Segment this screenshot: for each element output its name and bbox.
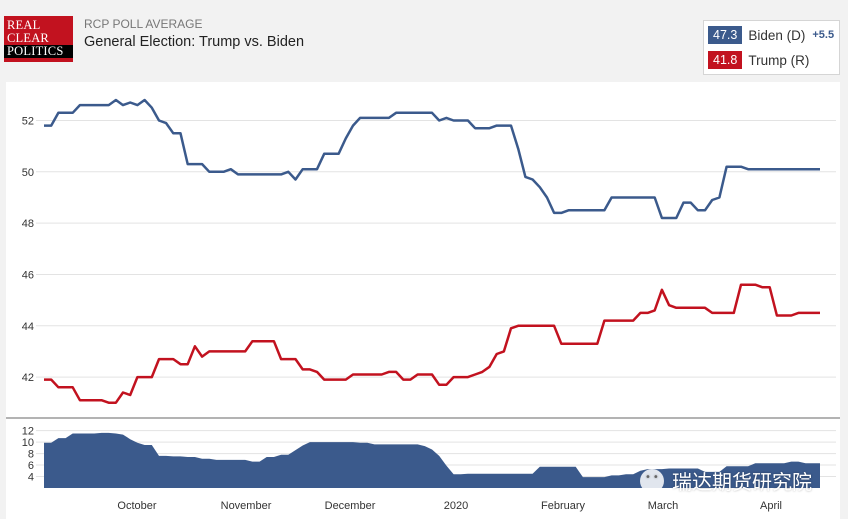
logo-line-3: Politics bbox=[4, 45, 73, 58]
watermark-text: 瑞达期货研究院 bbox=[672, 470, 812, 494]
biden-spread: +5.5 bbox=[812, 29, 835, 41]
spread-y-tick-label: 12 bbox=[22, 426, 34, 438]
trump-label: Trump (R) bbox=[748, 52, 810, 68]
y-tick-label: 46 bbox=[22, 269, 34, 281]
biden-value-badge: 47.3 bbox=[708, 26, 743, 44]
x-tick-label: April bbox=[760, 500, 782, 512]
spread-y-tick-label: 6 bbox=[28, 460, 34, 472]
chart-subtitle: RCP POLL AVERAGE bbox=[84, 17, 203, 31]
logo-line-1: Real bbox=[7, 18, 41, 32]
legend-item-biden[interactable]: 47.3 Biden (D) +5.5 bbox=[708, 25, 834, 45]
spread-y-tick-label: 4 bbox=[28, 472, 34, 484]
x-tick-label: November bbox=[221, 500, 272, 512]
chart-header: Real Clear Politics RCP POLL AVERAGE Gen… bbox=[0, 0, 848, 82]
x-tick-label: February bbox=[541, 500, 586, 512]
biden-label: Biden (D) bbox=[748, 27, 806, 43]
y-tick-label: 48 bbox=[22, 218, 34, 230]
y-tick-label: 44 bbox=[22, 321, 34, 333]
spread-y-tick-label: 10 bbox=[22, 437, 34, 449]
y-tick-label: 42 bbox=[22, 372, 34, 384]
spread-area bbox=[44, 432, 820, 488]
trump-value-badge: 41.8 bbox=[708, 51, 743, 69]
chart-title: General Election: Trump vs. Biden bbox=[84, 34, 305, 50]
realclearpolitics-logo[interactable]: Real Clear Politics bbox=[4, 16, 73, 62]
spread-y-tick-label: 8 bbox=[28, 449, 34, 461]
logo-line-2: Clear bbox=[7, 30, 49, 45]
chart-area: 42 44 46 48 50 52 4 6 8 10 12 October November Decemb… bbox=[6, 82, 840, 519]
x-tick-label: October bbox=[117, 500, 156, 512]
wechat-icon bbox=[640, 468, 664, 493]
watermark: 瑞达期货研究院 bbox=[640, 466, 812, 495]
x-tick-label: March bbox=[648, 500, 679, 512]
x-tick-label: December bbox=[325, 500, 376, 512]
series-line-trump bbox=[44, 283, 820, 404]
y-tick-label: 52 bbox=[22, 115, 34, 127]
legend-item-trump[interactable]: 41.8 Trump (R) bbox=[708, 50, 809, 70]
legend-box: 47.3 Biden (D) +5.5 41.8 Trump (R) bbox=[703, 20, 840, 75]
x-tick-label: 2020 bbox=[444, 500, 468, 512]
series-line-biden bbox=[44, 98, 820, 220]
y-tick-label: 50 bbox=[22, 167, 34, 179]
